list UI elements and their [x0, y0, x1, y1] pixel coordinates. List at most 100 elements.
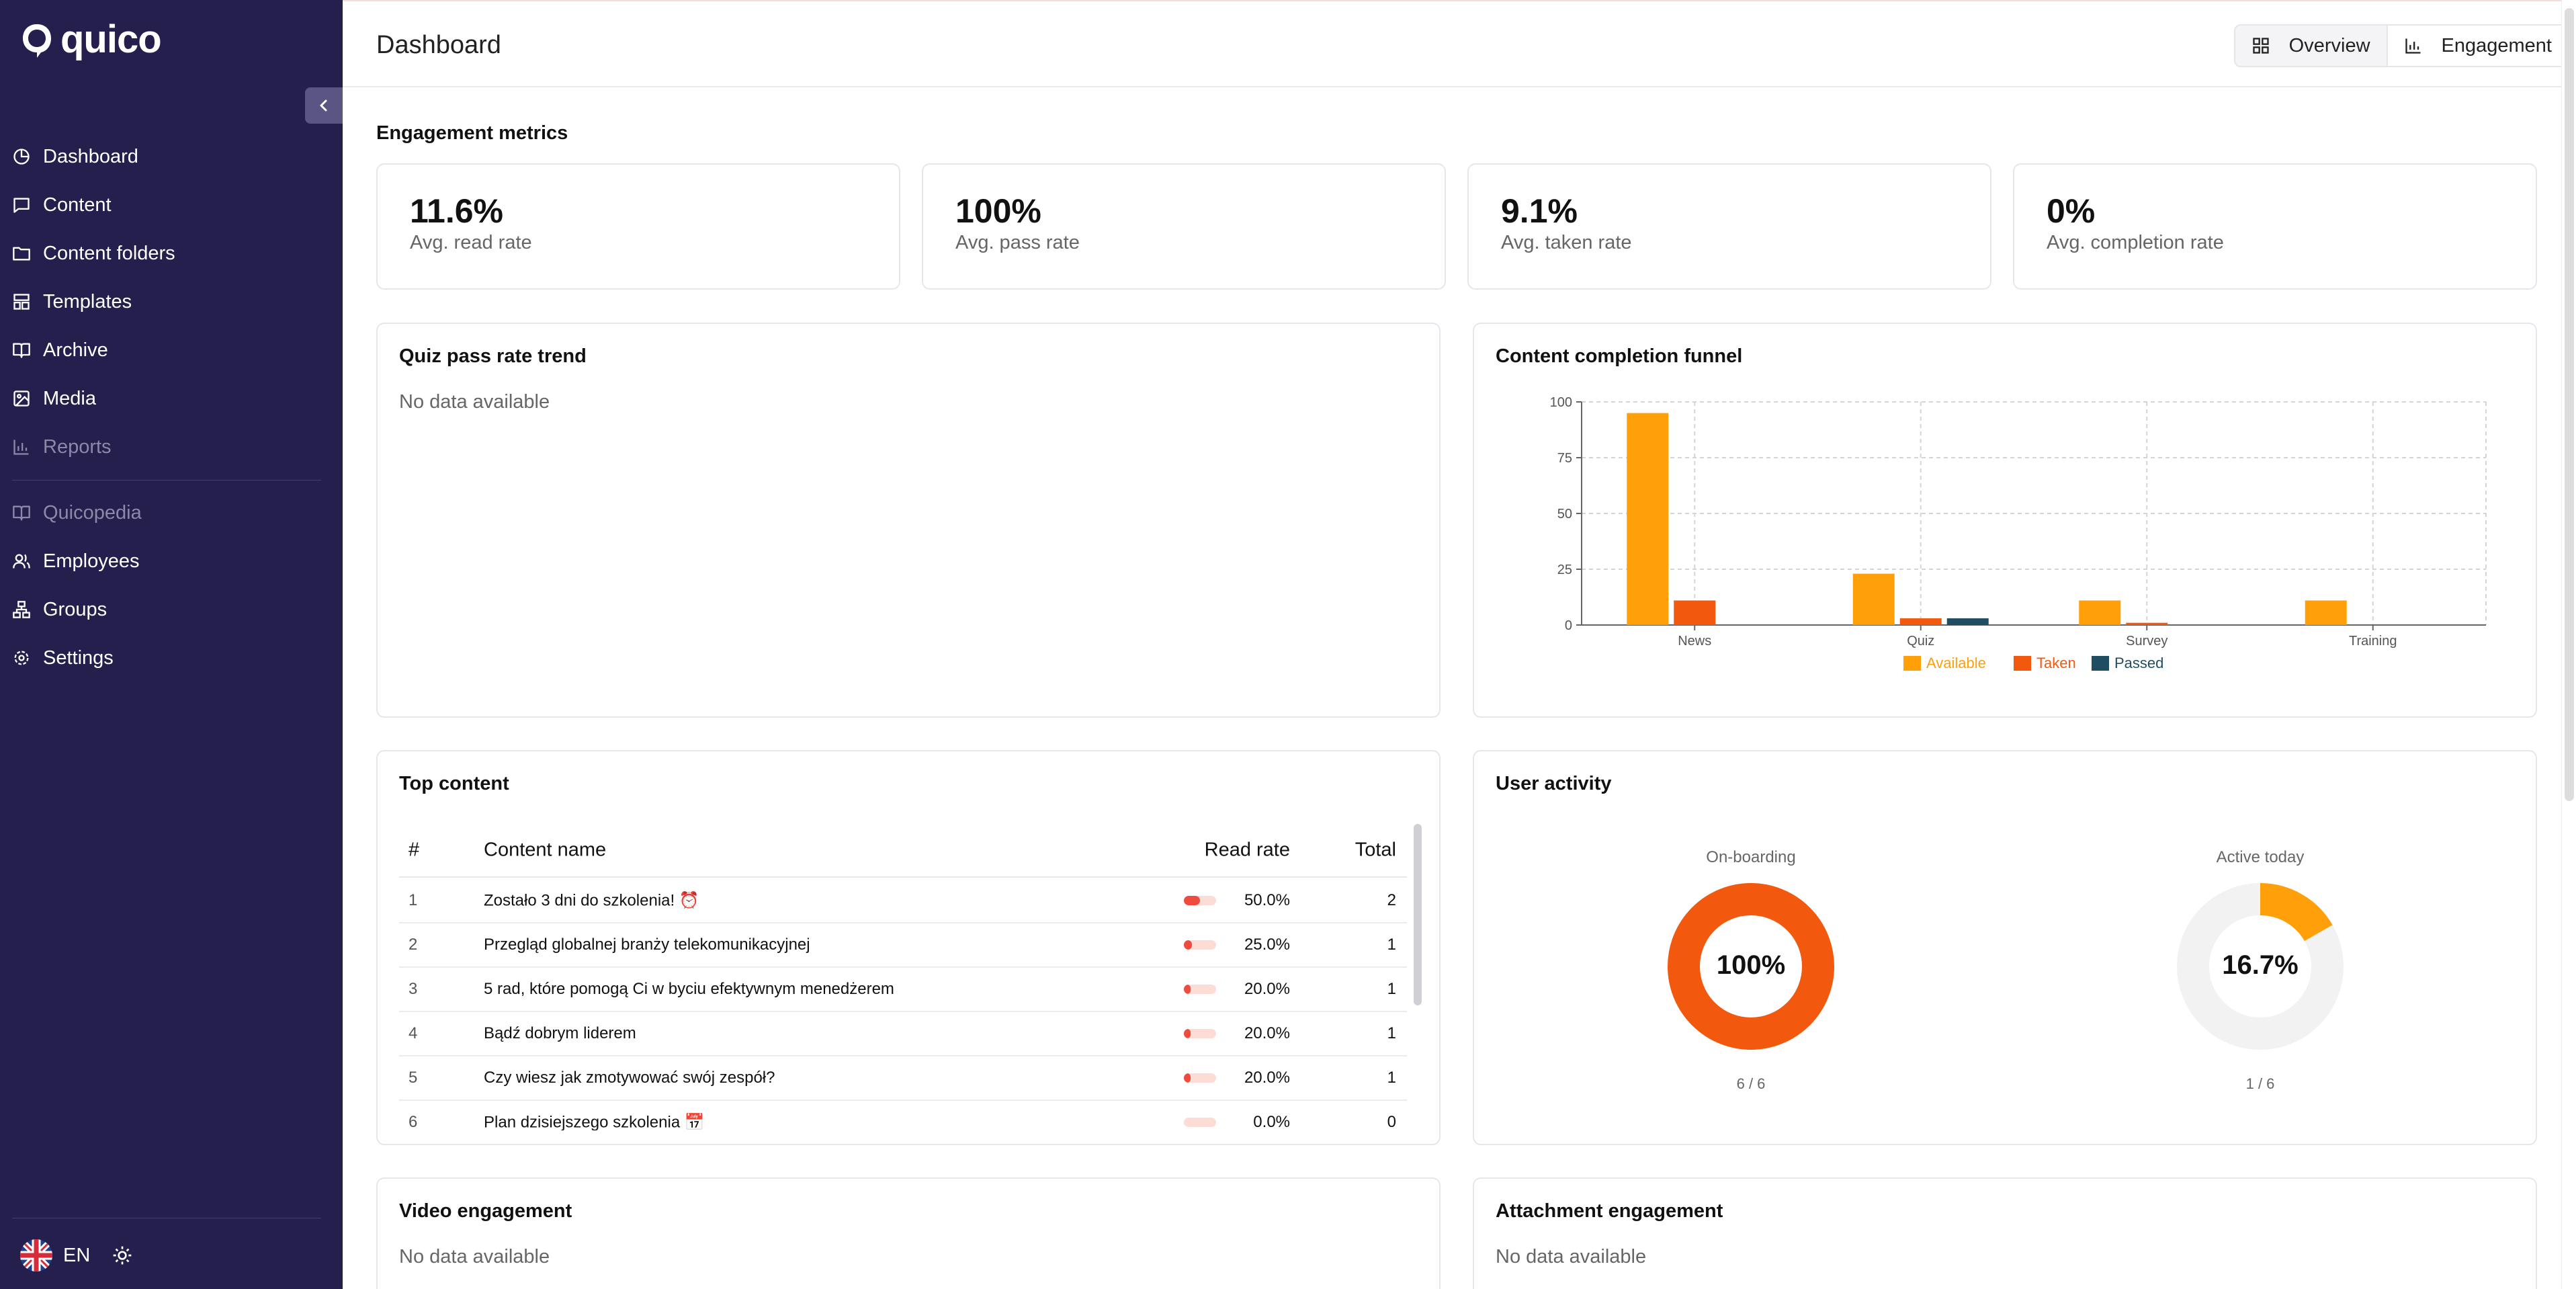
read-rate-bar [1184, 940, 1216, 950]
app-logo[interactable]: quico [20, 20, 162, 59]
column-header-name[interactable]: Content name [484, 839, 607, 861]
total-value: 1 [1387, 935, 1396, 954]
sidebar-divider [12, 480, 321, 481]
collapse-sidebar-button[interactable] [305, 87, 343, 124]
panel-title: Attachment engagement [1496, 1200, 1723, 1222]
sidebar-item-employees[interactable]: Employees [12, 541, 139, 581]
dashboard-icon [13, 149, 30, 165]
content-name[interactable]: Czy wiesz jak zmotywować swój zespół? [484, 1069, 775, 1087]
sidebar-item-label: Archive [43, 339, 108, 361]
read-rate-value: 20.0% [1244, 1024, 1290, 1042]
x-tick-label: News [1678, 634, 1711, 649]
column-header-num: # [409, 839, 420, 861]
metric-label: Avg. pass rate [955, 232, 1080, 253]
sun-icon[interactable] [112, 1245, 133, 1266]
table-row[interactable]: 3 5 rad, które pomogą Ci w byciu efektywn… [399, 968, 1407, 1012]
column-header-total[interactable]: Total [1355, 839, 1396, 861]
table-row[interactable]: 5 Czy wiesz jak zmotywować swój zespół? 20… [399, 1056, 1407, 1101]
page-scrollbar-thumb[interactable] [2565, 8, 2574, 801]
y-tick-label: 100 [1550, 395, 1572, 410]
table-row[interactable]: 1 Zostało 3 dni do szkolenia! ⏰ 50.0% 2 [399, 879, 1407, 923]
legend-label: Passed [2114, 655, 2163, 671]
metric-card-pass-rate: 100% Avg. pass rate [922, 163, 1446, 290]
content-name[interactable]: Przegląd globalnej branży telekomunikacy… [484, 935, 810, 954]
language-switcher[interactable]: EN [20, 1239, 133, 1272]
sidebar-item-label: Templates [43, 290, 132, 313]
y-tick-label: 75 [1557, 451, 1572, 466]
users-icon [13, 554, 30, 569]
read-rate-value: 20.0% [1244, 980, 1290, 998]
bar-taken [2126, 622, 2168, 625]
content-name[interactable]: Plan dzisiejszego szkolenia 📅 [484, 1113, 705, 1131]
read-rate-bar [1184, 985, 1216, 994]
sidebar-item-content[interactable]: Content [12, 185, 112, 225]
read-rate-fill [1184, 940, 1192, 950]
tab-label: Overview [2288, 34, 2370, 56]
metric-card-completion-rate: 0% Avg. completion rate [2013, 163, 2537, 290]
content-name[interactable]: Zostało 3 dni do szkolenia! ⏰ [484, 891, 699, 910]
sidebar-item-settings[interactable]: Settings [12, 638, 114, 678]
content-name[interactable]: 5 rad, które pomogą Ci w byciu efektywny… [484, 980, 894, 998]
sidebar: quico Dashboard Content Content folders … [0, 0, 343, 1289]
table-scrollbar[interactable] [1414, 824, 1422, 1005]
active-today-label: Active today [2216, 848, 2305, 866]
content-name[interactable]: Bądź dobrym liderem [484, 1024, 636, 1042]
x-tick-label: Quiz [1907, 634, 1934, 649]
total-value: 1 [1387, 1069, 1396, 1087]
onboarding-percent: 100% [1716, 950, 1786, 980]
folder-icon [13, 247, 30, 261]
sidebar-item-dashboard[interactable]: Dashboard [12, 136, 138, 177]
bar-available [2079, 600, 2121, 625]
bar-taken [1899, 618, 1942, 625]
sidebar-item-archive[interactable]: Archive [12, 330, 108, 370]
template-icon [13, 294, 30, 310]
gear-icon [14, 651, 29, 665]
sidebar-item-content-folders[interactable]: Content folders [12, 233, 175, 274]
tab-overview[interactable]: Overview [2235, 26, 2388, 66]
metric-value: 11.6% [410, 192, 504, 230]
panel-title: Quiz pass rate trend [399, 345, 587, 367]
message-icon [13, 198, 30, 213]
onboarding-donut [1668, 883, 1834, 1050]
panel-title: Video engagement [399, 1200, 572, 1222]
sidebar-item-reports[interactable]: Reports [12, 427, 112, 467]
page-header: Dashboard Overview Engagement [343, 0, 2576, 87]
legend-swatch [1903, 656, 1921, 671]
table-row[interactable]: 4 Bądź dobrym liderem 20.0% 1 [399, 1012, 1407, 1056]
image-icon [13, 390, 30, 407]
bar-chart-icon [2405, 38, 2421, 54]
sidebar-item-label: Settings [43, 647, 114, 669]
row-number: 4 [409, 1024, 418, 1042]
read-rate-value: 0.0% [1253, 1113, 1290, 1130]
page-scrollbar[interactable] [2561, 0, 2576, 1289]
sidebar-item-templates[interactable]: Templates [12, 282, 132, 322]
metric-value: 9.1% [1501, 192, 1578, 230]
read-rate-bar [1184, 1073, 1216, 1083]
table-row[interactable]: 6 Plan dzisiejszego szkolenia 📅 0.0% 0 [399, 1101, 1407, 1130]
read-rate-bar [1184, 896, 1216, 905]
metric-card-taken-rate: 9.1% Avg. taken rate [1467, 163, 1991, 290]
read-rate-value: 20.0% [1244, 1069, 1290, 1087]
table-row[interactable]: 2 Przegląd globalnej branży telekomunikac… [399, 923, 1407, 968]
read-rate-fill [1184, 985, 1191, 994]
sidebar-item-label: Dashboard [43, 145, 138, 167]
x-tick-label: Training [2349, 634, 2397, 649]
row-number: 5 [409, 1069, 418, 1087]
column-header-read-rate[interactable]: Read rate [1204, 839, 1290, 861]
metric-label: Avg. taken rate [1501, 232, 1632, 253]
legend-label: Available [1926, 655, 1986, 671]
sidebar-item-media[interactable]: Media [12, 378, 96, 419]
total-value: 1 [1387, 980, 1396, 998]
language-label: EN [63, 1244, 91, 1266]
sidebar-item-groups[interactable]: Groups [12, 589, 107, 630]
view-switch: Overview Engagement [2233, 24, 2569, 67]
active-today-percent: 16.7% [2222, 950, 2299, 980]
sidebar-item-quicopedia[interactable]: Quicopedia [12, 493, 142, 533]
sidebar-item-label: Employees [43, 550, 140, 572]
quiz-pass-rate-panel: Quiz pass rate trend No data available [376, 323, 1441, 718]
table-header: # Content name Read rate Total [399, 824, 1407, 878]
attachment-engagement-panel: Attachment engagement No data available [1473, 1177, 2537, 1289]
active-today-donut [2177, 883, 2344, 1050]
tab-engagement[interactable]: Engagement [2388, 26, 2568, 66]
no-data-message: No data available [399, 1246, 550, 1267]
